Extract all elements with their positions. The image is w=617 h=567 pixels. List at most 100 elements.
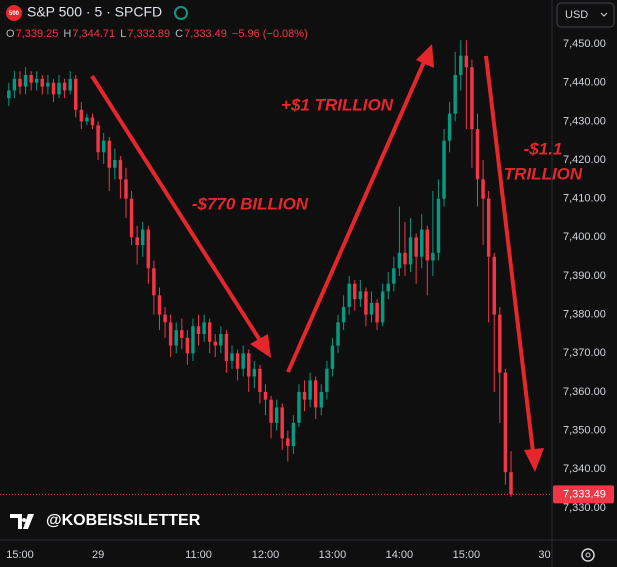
candle-body xyxy=(252,368,257,377)
annotation: +$1 TRILLION xyxy=(281,95,394,114)
candle-body xyxy=(425,229,430,261)
candle-body xyxy=(336,322,340,346)
x-tick-label: 15:00 xyxy=(6,549,34,561)
symbol-badge xyxy=(6,5,22,21)
candle-body xyxy=(152,268,156,296)
candle-body xyxy=(174,330,178,346)
candle-body xyxy=(347,283,351,307)
candle-body xyxy=(168,322,173,346)
arrow xyxy=(286,61,426,373)
y-tick-label: 7,390.00 xyxy=(563,270,606,282)
candle-body xyxy=(213,341,217,346)
candle-body xyxy=(302,391,307,400)
candle-body xyxy=(319,391,324,408)
dropdown-caret xyxy=(600,12,608,17)
candle-body xyxy=(447,113,452,141)
candle-body xyxy=(263,391,268,400)
candle-body xyxy=(308,380,312,400)
candle-body xyxy=(7,90,11,99)
candle-body xyxy=(486,198,491,257)
settings-icon[interactable] xyxy=(581,548,595,562)
candle-body xyxy=(207,322,212,342)
y-tick-label: 7,360.00 xyxy=(563,386,606,398)
candle-body xyxy=(230,353,234,362)
candle-body xyxy=(386,283,390,292)
candle-body xyxy=(140,229,145,246)
candle-body xyxy=(12,78,17,91)
candle-body xyxy=(247,353,251,377)
x-tick-label: 13:00 xyxy=(319,549,347,561)
candle-body xyxy=(269,399,273,423)
candle-body xyxy=(464,55,469,68)
badge-text: 500 xyxy=(9,11,20,17)
candle-body xyxy=(341,306,346,323)
candle-body xyxy=(375,303,379,323)
candle-body xyxy=(34,78,39,83)
candle-body xyxy=(118,160,123,180)
readout-value: 7,339.25 xyxy=(16,28,59,40)
candle-body xyxy=(313,380,318,408)
currency-label: USD xyxy=(565,9,588,21)
candle-body xyxy=(46,82,50,87)
readout-label: C xyxy=(175,28,183,40)
status-icon xyxy=(174,6,188,20)
candle-body xyxy=(503,372,508,473)
x-tick-label: 29 xyxy=(92,549,104,561)
arrow-head xyxy=(524,448,544,472)
readout-label: L xyxy=(120,28,126,40)
y-tick-label: 7,420.00 xyxy=(563,154,606,166)
readout-value: 7,344.71 xyxy=(72,28,115,40)
candle-body xyxy=(414,237,418,257)
y-tick-label: 7,440.00 xyxy=(563,77,606,89)
candle-body xyxy=(101,140,106,153)
currency-select[interactable] xyxy=(556,2,615,28)
arrows xyxy=(90,44,544,472)
candle-body xyxy=(280,407,284,439)
annotation: TRILLION xyxy=(504,164,583,183)
candle-body xyxy=(235,353,240,369)
candle-body xyxy=(403,252,407,265)
candle-body xyxy=(286,438,290,447)
candle-body xyxy=(475,129,480,180)
y-tick-label: 7,410.00 xyxy=(563,193,606,205)
annotation: -$770 BILLION xyxy=(192,194,309,213)
candle-body xyxy=(436,198,441,253)
candle-body xyxy=(453,74,457,114)
candle-body xyxy=(79,109,84,122)
candle-body xyxy=(51,82,56,95)
candle-body xyxy=(392,268,396,284)
candle-body xyxy=(397,252,402,269)
candle-body xyxy=(146,229,151,269)
readout-label: O xyxy=(6,28,15,40)
y-tick-label: 7,340.00 xyxy=(563,463,606,475)
x-tick-label: 30 xyxy=(538,549,550,561)
candle-body xyxy=(380,291,385,323)
candle-body xyxy=(124,179,128,199)
last-price-label: 7,333.49 xyxy=(563,488,606,500)
candle-body xyxy=(297,391,301,423)
candle-body xyxy=(180,330,184,338)
candle-body xyxy=(163,314,167,323)
watermark: @KOBEISSILETTER xyxy=(46,512,201,529)
candle-body xyxy=(96,125,100,153)
candle-body xyxy=(291,422,296,447)
candle-body xyxy=(509,472,513,495)
readout-change: −5.96 (−0.08%) xyxy=(232,28,308,40)
candle-body xyxy=(498,314,502,373)
watermark-logo xyxy=(10,514,34,529)
candle-body xyxy=(40,78,45,87)
candle-body xyxy=(325,368,329,392)
candle-body xyxy=(459,55,463,75)
candle-body xyxy=(431,252,435,261)
y-tick-label: 7,430.00 xyxy=(563,115,606,127)
candle-body xyxy=(68,78,72,91)
candle-body xyxy=(18,78,22,87)
readout-value: 7,332.89 xyxy=(127,28,170,40)
arrow xyxy=(90,74,263,344)
candle-body xyxy=(258,368,262,392)
candle-body xyxy=(129,198,134,238)
symbol-title: S&P 500 · 5 · SPCFD xyxy=(27,4,162,20)
candle-body xyxy=(442,140,446,199)
